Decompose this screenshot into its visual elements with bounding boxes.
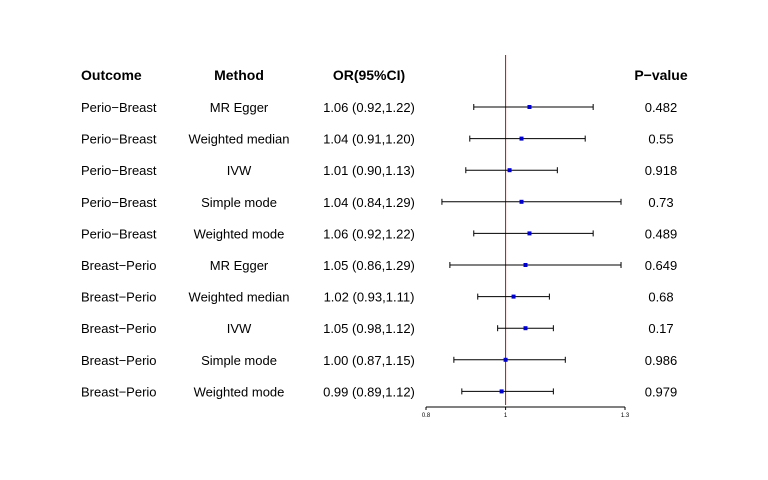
or-ci-cell: 1.00 (0.87,1.15) — [323, 353, 415, 368]
or-ci-cell: 1.04 (0.91,1.20) — [323, 132, 415, 147]
or-point — [519, 199, 524, 204]
method-cell: IVW — [227, 163, 252, 178]
or-point — [527, 231, 532, 236]
x-tick-label: 0.8 — [422, 413, 431, 419]
header-or-ci: OR(95%CI) — [333, 67, 405, 83]
outcome-cell: Breast−Perio — [81, 258, 157, 273]
or-ci-cell: 1.04 (0.84,1.29) — [323, 195, 415, 210]
p-value-cell: 0.73 — [648, 195, 673, 210]
or-point — [499, 389, 504, 394]
method-cell: Weighted median — [189, 290, 290, 305]
or-point — [527, 105, 532, 109]
x-axis: 0.8 1 1.3 — [422, 406, 630, 419]
table-row: Perio−Breast Weighted mode 1.06 (0.92,1.22… — [81, 226, 677, 241]
x-tick-label: 1 — [504, 413, 508, 419]
table-row: Perio−Breast MR Egger 1.06 (0.92,1.22) 0.48… — [81, 100, 677, 115]
table-row: Breast−Perio Weighted mode 0.99 (0.89,1.12… — [81, 384, 677, 399]
method-cell: MR Egger — [210, 258, 269, 273]
table-row: Perio−Breast IVW 1.01 (0.90,1.13) 0.918 — [81, 163, 677, 178]
method-cell: Simple mode — [201, 195, 277, 210]
header-method: Method — [214, 67, 264, 83]
or-point — [523, 326, 528, 331]
p-value-cell: 0.986 — [645, 353, 678, 368]
table-row: Breast−Perio MR Egger 1.05 (0.86,1.29) 0.64… — [81, 258, 677, 273]
or-point — [523, 263, 528, 267]
or-point — [507, 168, 512, 173]
x-tick-label: 1.3 — [621, 413, 630, 419]
method-cell: Weighted median — [189, 132, 290, 147]
p-value-cell: 0.918 — [645, 163, 678, 178]
outcome-cell: Perio−Breast — [81, 163, 157, 178]
outcome-cell: Breast−Perio — [81, 321, 157, 336]
method-cell: Weighted mode — [194, 226, 285, 241]
outcome-cell: Breast−Perio — [81, 353, 157, 368]
p-value-cell: 0.489 — [645, 226, 678, 241]
or-ci-cell: 1.06 (0.92,1.22) — [323, 226, 415, 241]
outcome-cell: Perio−Breast — [81, 132, 157, 147]
or-ci-cell: 1.05 (0.86,1.29) — [323, 258, 415, 273]
method-cell: Simple mode — [201, 353, 277, 368]
or-point — [511, 294, 516, 299]
p-value-cell: 0.55 — [648, 132, 673, 147]
p-value-cell: 0.17 — [648, 321, 673, 336]
or-ci-cell: 1.06 (0.92,1.22) — [323, 100, 415, 115]
or-ci-cell: 1.01 (0.90,1.13) — [323, 163, 415, 178]
outcome-cell: Perio−Breast — [81, 226, 157, 241]
outcome-cell: Perio−Breast — [81, 100, 157, 115]
outcome-cell: Breast−Perio — [81, 290, 157, 305]
table-rows: Perio−Breast MR Egger 1.06 (0.92,1.22) 0.48… — [81, 100, 677, 399]
method-cell: IVW — [227, 321, 252, 336]
table-row: Breast−Perio Simple mode 1.00 (0.87,1.15) 0… — [81, 353, 677, 368]
method-cell: MR Egger — [210, 100, 269, 115]
header-row: Outcome Method OR(95%CI) P−value — [81, 67, 688, 83]
p-value-cell: 0.482 — [645, 100, 678, 115]
header-p-value: P−value — [634, 67, 688, 83]
outcome-cell: Breast−Perio — [81, 384, 157, 399]
table-row: Perio−Breast Weighted median 1.04 (0.91,1.… — [81, 132, 674, 147]
p-value-cell: 0.649 — [645, 258, 678, 273]
p-value-cell: 0.68 — [648, 290, 673, 305]
or-point — [503, 357, 508, 362]
or-ci-cell: 0.99 (0.89,1.12) — [323, 384, 415, 399]
or-ci-cell: 1.02 (0.93,1.11) — [324, 290, 415, 305]
or-point — [519, 136, 524, 141]
header-outcome: Outcome — [81, 67, 142, 83]
table-row: Perio−Breast Simple mode 1.04 (0.84,1.29) 0… — [81, 195, 674, 210]
method-cell: Weighted mode — [194, 384, 285, 399]
table-row: Breast−Perio IVW 1.05 (0.98,1.12) 0.17 — [81, 321, 674, 336]
or-ci-cell: 1.05 (0.98,1.12) — [323, 321, 415, 336]
table-row: Breast−Perio Weighted median 1.02 (0.93,1.… — [81, 290, 674, 305]
outcome-cell: Perio−Breast — [81, 195, 157, 210]
p-value-cell: 0.979 — [645, 384, 678, 399]
